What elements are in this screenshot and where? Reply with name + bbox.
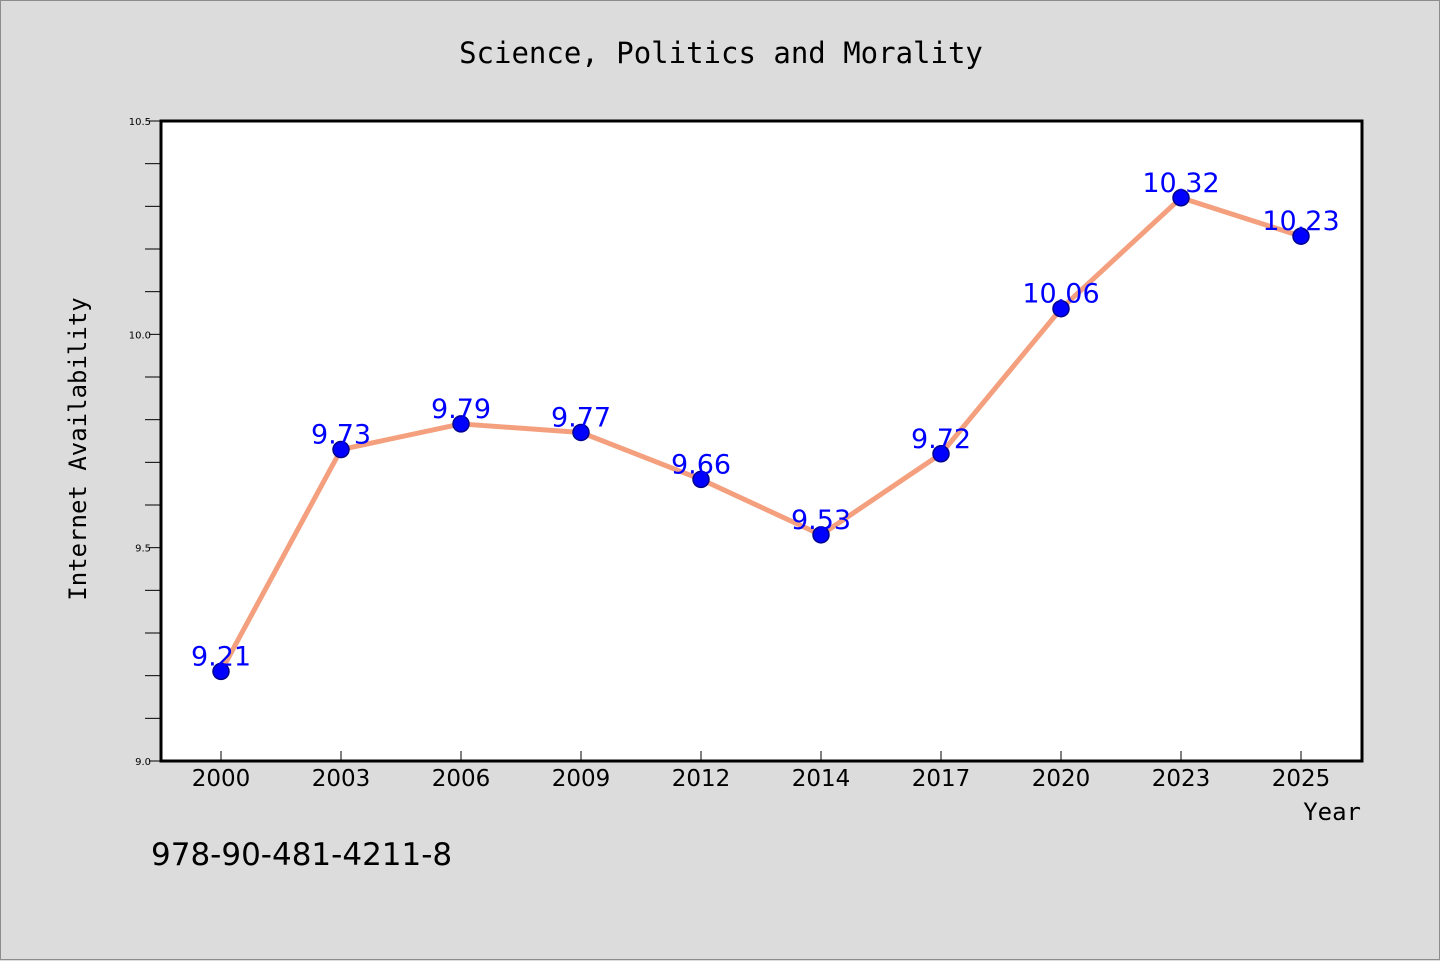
series-layer xyxy=(212,189,1310,681)
data-label: 9.66 xyxy=(671,449,731,480)
x-tick-label: 2023 xyxy=(1152,766,1211,792)
data-label: 10.23 xyxy=(1262,206,1339,237)
data-point xyxy=(212,662,230,681)
plot-area xyxy=(159,119,1364,763)
data-label-layer: 9.21 9.73 9.79 9.77 9.66 9.53 9.72 10.06 10.32 10… xyxy=(191,168,1340,673)
data-point xyxy=(1292,227,1310,245)
data-point xyxy=(1172,189,1190,207)
x-tick-label: 2009 xyxy=(552,766,611,792)
x-axis: 2000 2003 2006 2009 2012 2014 2017 2020 2023 2025 xyxy=(192,751,1331,792)
x-tick-label: 2014 xyxy=(792,766,851,792)
data-label: 9.21 xyxy=(191,641,251,672)
y-tick-label: 10.5 xyxy=(129,117,151,128)
data-label: 10.06 xyxy=(1022,279,1099,310)
data-label: 9.77 xyxy=(551,402,611,433)
y-tick-label: 10.0 xyxy=(129,330,151,341)
y-axis-label: Internet Availability xyxy=(64,297,92,600)
x-tick-label: 2000 xyxy=(192,766,251,792)
x-tick-label: 2006 xyxy=(432,766,491,792)
data-label: 10.32 xyxy=(1142,168,1219,199)
x-tick-label: 2003 xyxy=(312,766,371,792)
data-label: 9.72 xyxy=(911,424,971,455)
y-axis: 9.0 9.5 10.0 10.5 xyxy=(129,117,161,768)
data-point xyxy=(692,470,710,489)
x-tick-label: 2012 xyxy=(672,766,731,792)
y-tick-label: 9.5 xyxy=(135,544,151,555)
data-label: 9.53 xyxy=(791,505,851,536)
data-point xyxy=(452,415,470,433)
x-axis-label: Year xyxy=(1303,798,1361,826)
data-point xyxy=(812,526,830,544)
x-tick-label: 2020 xyxy=(1032,766,1091,792)
data-point xyxy=(932,445,950,463)
y-tick-label: 9.0 xyxy=(135,757,151,768)
x-tick-label: 2017 xyxy=(912,766,971,792)
chart-title: Science, Politics and Morality xyxy=(459,36,983,70)
isbn-text: 978-90-481-4211-8 xyxy=(151,837,452,873)
data-point xyxy=(332,440,350,459)
data-point xyxy=(572,423,590,442)
x-tick-label: 2025 xyxy=(1272,766,1331,792)
data-point xyxy=(1052,299,1070,318)
series-line xyxy=(218,195,1304,674)
data-label: 9.79 xyxy=(431,394,491,425)
data-label: 9.73 xyxy=(311,420,371,451)
